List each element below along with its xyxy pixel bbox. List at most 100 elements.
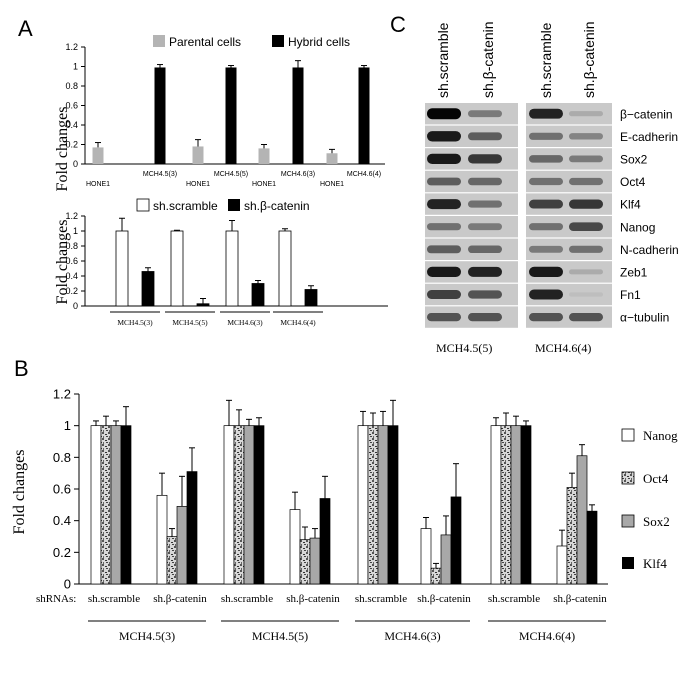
wb-band-right (569, 269, 603, 275)
a-top-x-tick-label: HONE1 (86, 181, 110, 188)
b-bar (120, 425, 132, 585)
panel-label-c: C (390, 12, 406, 37)
legend-swatch-hybrid (272, 35, 284, 47)
a-top-bar (154, 67, 166, 164)
legend-label-oct4: Oct4 (643, 471, 669, 486)
wb-band-left (427, 223, 461, 231)
a-bottom-bar (225, 230, 239, 307)
a-bottom-x-tick-label: MCH4.5(5) (172, 318, 208, 327)
b-bar (490, 425, 502, 585)
wb-band-left (468, 132, 502, 141)
b-legend: Nanog Oct4 Sox2 Klf4 (621, 428, 678, 571)
a-top-x-tick-label: HONE1 (320, 181, 344, 188)
a-bottom-y-tick-label: 0.8 (65, 241, 78, 251)
wb-band-left (468, 245, 502, 254)
a-top-y-tick-label: 0.8 (65, 81, 78, 91)
b-bar (566, 487, 578, 585)
wb-band-right (569, 292, 603, 297)
wb-band-right (529, 289, 563, 300)
wb-band-left (468, 223, 502, 231)
wb-band-left (427, 108, 461, 120)
wb-band-right (529, 199, 563, 209)
wb-col-right-1: sh.scramble (538, 22, 554, 98)
a-bottom-y-tick-label: 0.2 (65, 286, 78, 296)
wb-protein-label: β−catenin (620, 107, 673, 121)
chart-a-bottom: Fold changes sh.scramble sh.β-catenin 0 0… (54, 198, 388, 327)
b-bar (387, 425, 399, 585)
wb-band-right (529, 177, 563, 186)
chart-b: Fold changes shRNAs: Nanog Oct4 Sox2 Klf… (11, 387, 678, 643)
b-group-label: MCH4.6(4) (519, 629, 575, 643)
b-row-label: shRNAs: (36, 593, 76, 605)
b-bar (357, 425, 369, 585)
b-bar (299, 539, 311, 585)
a-bottom-ylabel: Fold changes (54, 220, 71, 305)
wb-band-right (529, 223, 563, 231)
b-y-tick-label: 1.2 (53, 387, 71, 402)
panel-label-a: A (18, 16, 33, 41)
b-bar (309, 537, 321, 585)
panel-label-b: B (14, 356, 29, 381)
a-top-bar (192, 146, 204, 164)
a-top-bar (326, 153, 338, 164)
wb-band-right (569, 177, 603, 186)
wb-band-left (427, 290, 461, 299)
wb-band-right (529, 108, 563, 119)
wb-band-left (468, 266, 502, 277)
legend-label-bcatenin: sh.β-catenin (244, 199, 310, 213)
b-y-tick-label: 0 (64, 577, 71, 592)
a-top-bar (225, 67, 237, 164)
b-x-tick-label: sh.β-catenin (553, 593, 607, 605)
wb-band-right (569, 155, 603, 163)
wb-band-right (569, 111, 603, 117)
a-bottom-bar (278, 230, 292, 307)
wb-band-left (427, 177, 461, 186)
a-top-x-tick-label: MCH4.5(5) (214, 171, 248, 178)
b-bar (430, 567, 442, 585)
wb-protein-label: E-cadherin (620, 130, 678, 144)
legend-label-scramble: sh.scramble (153, 199, 218, 213)
wb-label-right: MCH4.6(4) (535, 341, 591, 355)
b-bar (253, 425, 265, 585)
wb-protein-label: Klf4 (620, 198, 641, 212)
b-bar (243, 425, 255, 585)
legend-swatch-klf4 (622, 557, 634, 569)
wb-band-right (529, 132, 563, 140)
a-bottom-y-tick-label: 0.4 (65, 271, 78, 281)
wb-band-left (427, 266, 461, 278)
wb-band-right (569, 222, 603, 231)
wb-protein-label: Fn1 (620, 288, 641, 302)
legend-swatch-sox2 (621, 514, 635, 528)
wb-band-left (468, 154, 502, 164)
wb-band-left (468, 290, 502, 299)
a-bottom-y-tick-label: 1.2 (65, 211, 78, 221)
b-bar (186, 471, 198, 585)
a-bottom-x-tick-label: MCH4.5(3) (117, 318, 153, 327)
wb-band-right (529, 266, 563, 278)
a-bottom-y-tick-label: 1 (73, 226, 78, 236)
b-x-tick-label: sh.scramble (88, 593, 140, 605)
wb-band-right (529, 245, 563, 253)
wb-protein-label: Oct4 (620, 175, 646, 189)
b-bar (440, 534, 452, 585)
a-top-bar (258, 148, 270, 164)
b-y-tick-label: 0.4 (53, 513, 71, 528)
wb-band-right (529, 313, 563, 322)
b-bar (110, 425, 122, 585)
legend-swatch-bcatenin (228, 199, 240, 211)
a-bottom-bar (196, 303, 210, 307)
western-blot: sh.scramble sh.β-catenin sh.scramble sh.… (425, 21, 679, 355)
b-bar (576, 455, 588, 585)
b-bar (556, 545, 568, 585)
wb-band-left (427, 245, 461, 254)
a-top-x-tick-label: MCH4.5(3) (143, 171, 177, 178)
b-x-tick-label: sh.scramble (221, 593, 273, 605)
legend-label-nanog: Nanog (643, 428, 678, 443)
b-ylabel: Fold changes (11, 450, 28, 535)
wb-band-right (569, 313, 603, 322)
a-top-y-tick-label: 0 (73, 159, 78, 169)
b-bar (100, 425, 112, 585)
wb-band-left (427, 199, 461, 210)
b-group-label: MCH4.5(5) (252, 629, 308, 643)
